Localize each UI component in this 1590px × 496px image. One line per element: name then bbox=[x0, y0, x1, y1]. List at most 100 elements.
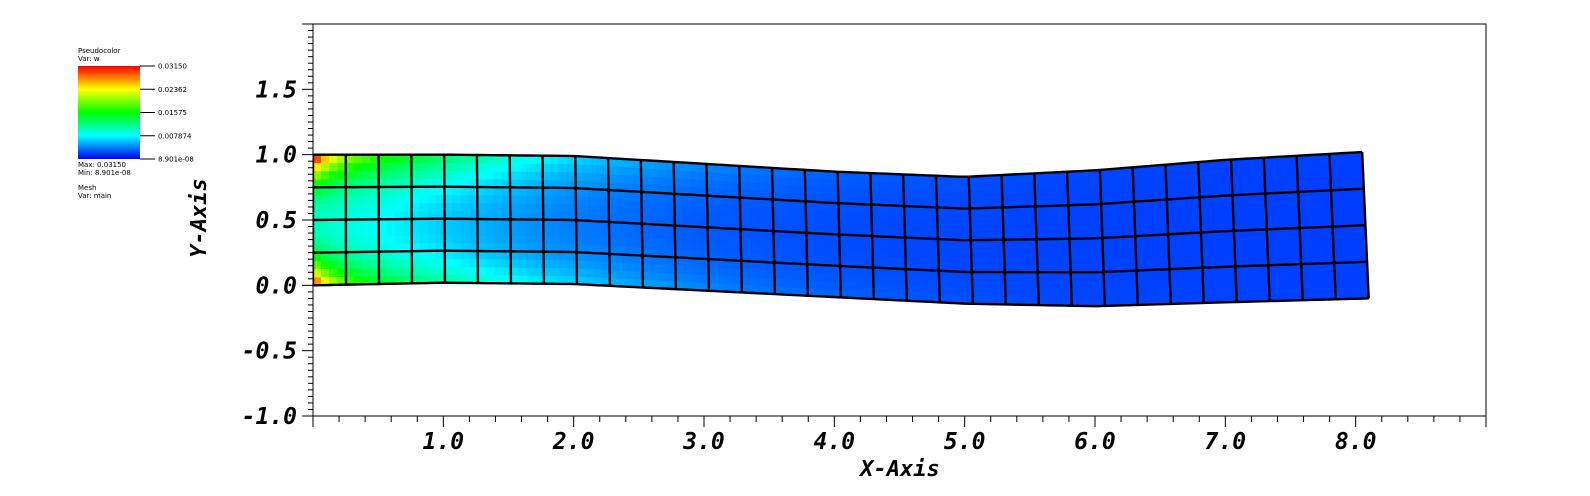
mesh-cell bbox=[1044, 247, 1054, 256]
mesh-cell bbox=[1152, 277, 1163, 288]
mesh-column-line bbox=[672, 161, 678, 290]
mesh-cell bbox=[378, 162, 388, 172]
mesh-cell bbox=[526, 203, 536, 212]
mesh-cell bbox=[1053, 255, 1063, 265]
mesh-cell bbox=[979, 255, 989, 265]
mesh-cell bbox=[419, 226, 429, 236]
mesh-cell bbox=[444, 266, 454, 276]
mesh-cell bbox=[1042, 180, 1052, 190]
mesh-cell bbox=[386, 226, 396, 236]
mesh-cell bbox=[345, 162, 355, 172]
mesh-cell bbox=[436, 258, 446, 268]
mesh-cell bbox=[1307, 236, 1318, 247]
mesh-cell bbox=[1021, 279, 1031, 289]
mesh-cell bbox=[427, 226, 437, 236]
mesh-cell bbox=[378, 202, 388, 212]
mesh-cell bbox=[813, 185, 823, 195]
mesh-cell bbox=[1042, 188, 1052, 199]
mesh-cell bbox=[1052, 246, 1063, 256]
mesh-cell bbox=[320, 154, 330, 164]
mesh-cell bbox=[1145, 286, 1155, 297]
mesh-cell bbox=[1045, 271, 1055, 281]
mesh-cell bbox=[1019, 222, 1029, 232]
mesh-cell bbox=[1109, 219, 1119, 230]
mesh-cell bbox=[1011, 222, 1021, 232]
mesh-cell bbox=[494, 266, 503, 276]
mesh-cell bbox=[1209, 249, 1219, 259]
mesh-cell bbox=[518, 195, 527, 204]
x-tick-label: 2.0 bbox=[552, 429, 595, 455]
mesh-cell bbox=[584, 228, 594, 238]
mesh-cell bbox=[1239, 167, 1249, 178]
mesh-cell bbox=[337, 235, 347, 245]
mesh-cell bbox=[411, 234, 421, 244]
mesh-cell bbox=[845, 187, 855, 197]
mesh-cell bbox=[1273, 201, 1283, 212]
mesh-cell bbox=[493, 226, 503, 236]
mesh-cell bbox=[419, 170, 429, 180]
mesh-cell bbox=[716, 267, 726, 277]
mesh-cell bbox=[1308, 245, 1318, 256]
mesh-cell bbox=[755, 174, 765, 184]
mesh-cell bbox=[353, 202, 363, 212]
mesh-cell bbox=[583, 196, 593, 206]
mesh-cell bbox=[460, 258, 470, 268]
mesh-cell bbox=[386, 202, 396, 212]
mesh-cell bbox=[1151, 251, 1162, 262]
mesh-cell bbox=[460, 170, 470, 180]
mesh-cell bbox=[1283, 237, 1293, 248]
mesh-column-line bbox=[410, 154, 414, 284]
mesh-cell bbox=[1318, 290, 1328, 301]
mesh-cell bbox=[886, 189, 896, 199]
mesh-cell bbox=[757, 245, 767, 255]
mesh-cell bbox=[716, 275, 726, 285]
mesh-cell bbox=[320, 195, 330, 204]
mesh-cell bbox=[337, 154, 347, 164]
mesh-cell bbox=[411, 266, 421, 276]
mesh-cell bbox=[452, 234, 462, 244]
mesh-cell bbox=[1305, 172, 1315, 183]
mesh-cell bbox=[624, 206, 634, 216]
mesh-cell bbox=[370, 162, 379, 172]
mesh-cell bbox=[444, 258, 454, 268]
mesh-cell bbox=[493, 170, 503, 180]
mesh-cell bbox=[493, 234, 503, 244]
mesh-cell bbox=[1120, 287, 1130, 298]
mesh-cell bbox=[558, 163, 568, 173]
mesh-cell bbox=[1242, 238, 1252, 249]
y-tick-label: 0.0 bbox=[255, 273, 297, 299]
mesh-cell bbox=[1078, 263, 1088, 273]
mesh-cell bbox=[846, 218, 856, 228]
mesh-cell bbox=[848, 273, 858, 283]
mesh-cell bbox=[591, 164, 601, 174]
mesh-column-line bbox=[869, 173, 876, 300]
mesh-cell bbox=[1020, 271, 1031, 281]
mesh-cell bbox=[880, 251, 890, 261]
mesh-cell bbox=[1284, 273, 1295, 283]
colorbar-tick-label: 0.03150 bbox=[158, 63, 187, 71]
mesh-cell bbox=[518, 203, 527, 212]
mesh-cell bbox=[1252, 283, 1262, 293]
mesh-cell bbox=[1116, 184, 1126, 195]
mesh-cell bbox=[1184, 241, 1194, 252]
mesh-cell bbox=[919, 182, 929, 192]
mesh-cell bbox=[856, 282, 866, 292]
mesh-cell bbox=[1337, 161, 1347, 172]
mesh-column-line bbox=[705, 163, 711, 291]
mesh-cell bbox=[987, 247, 997, 257]
mesh-cell bbox=[1217, 239, 1227, 250]
mesh-cell bbox=[1285, 282, 1295, 292]
mesh-cell bbox=[1175, 215, 1185, 226]
mesh-cell bbox=[313, 235, 322, 245]
mesh-cell bbox=[1275, 246, 1285, 257]
mesh-cell bbox=[1247, 175, 1258, 186]
mesh-cell bbox=[1351, 280, 1361, 291]
mesh-cell bbox=[1306, 208, 1317, 219]
mesh-cell bbox=[1043, 213, 1053, 223]
mesh-cell bbox=[823, 280, 833, 290]
legend-var-label: Var: w bbox=[78, 55, 100, 63]
mesh-cell bbox=[691, 234, 701, 244]
mesh-cell bbox=[1045, 280, 1056, 290]
mesh-cell bbox=[715, 243, 725, 253]
mesh-cell bbox=[625, 230, 635, 240]
